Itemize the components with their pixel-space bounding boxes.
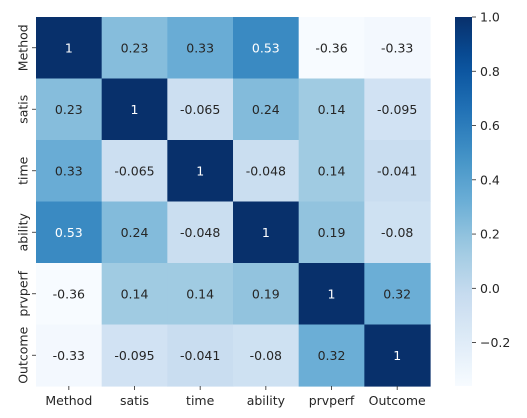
cell-annotation: -0.08 xyxy=(381,225,413,240)
cell-annotation: 0.14 xyxy=(318,163,346,178)
colorbar-gradient xyxy=(455,17,472,386)
cell-annotation: 1 xyxy=(196,163,204,178)
cell-annotation: 0.14 xyxy=(318,102,346,117)
cell-annotation: 0.14 xyxy=(186,286,214,301)
colorbar-tick-label: 0.8 xyxy=(480,64,500,79)
cell-annotation: 1 xyxy=(65,40,73,55)
x-tick-label: Method xyxy=(45,393,92,408)
colorbar-tick-label: 1.0 xyxy=(480,10,500,25)
cell-annotation: 0.23 xyxy=(55,102,83,117)
cell-annotation: 1 xyxy=(131,102,139,117)
cell-annotation: 0.24 xyxy=(121,225,149,240)
cell-annotation: 0.24 xyxy=(252,102,280,117)
y-tick-label: time xyxy=(16,156,31,185)
cell-annotation: -0.065 xyxy=(114,163,154,178)
cell-annotation: -0.36 xyxy=(53,286,85,301)
cell-annotation: -0.065 xyxy=(180,102,220,117)
cell-annotation: 0.53 xyxy=(252,40,280,55)
x-tick-label: prvperf xyxy=(309,393,355,408)
cell-annotation: 0.33 xyxy=(186,40,214,55)
cell-annotation: 0.32 xyxy=(383,286,411,301)
y-tick-label: Outcome xyxy=(16,326,31,383)
cell-annotation: -0.08 xyxy=(250,348,282,363)
y-tick-label: ability xyxy=(16,212,31,251)
x-tick-label: satis xyxy=(120,393,149,408)
colorbar: −0.2 0.0 0.2 0.4 0.6 0.8 1.0 xyxy=(455,10,510,387)
y-tick-label: prvperf xyxy=(16,270,31,316)
cell-annotation: 0.23 xyxy=(121,40,149,55)
cell-annotation: 1 xyxy=(393,348,401,363)
x-tick-label: ability xyxy=(247,393,286,408)
cell-annotation: -0.095 xyxy=(114,348,154,363)
cell-annotation: 0.53 xyxy=(55,225,83,240)
x-tick-label: Outcome xyxy=(369,393,426,408)
colorbar-tick-label: 0.4 xyxy=(480,172,500,187)
cell-annotation: -0.041 xyxy=(180,348,220,363)
colorbar-tick-label: 0.2 xyxy=(480,227,500,242)
y-axis-ticks: Method satis time ability prvperf Outcome xyxy=(16,24,37,383)
cell-annotation: -0.33 xyxy=(53,348,85,363)
cell-annotation: -0.041 xyxy=(377,163,417,178)
x-tick-label: time xyxy=(186,393,215,408)
cell-annotation: 1 xyxy=(262,225,270,240)
cell-annotation: 0.19 xyxy=(318,225,346,240)
cell-annotation: 0.14 xyxy=(121,286,149,301)
cell-annotation: 0.32 xyxy=(318,348,346,363)
colorbar-tick-label: −0.2 xyxy=(480,335,510,350)
cell-annotation: -0.048 xyxy=(246,163,286,178)
cell-annotation: -0.36 xyxy=(315,40,347,55)
colorbar-tick-label: 0.6 xyxy=(480,118,500,133)
x-axis-ticks: Method satis time ability prvperf Outcome xyxy=(45,386,426,408)
cell-annotation: 1 xyxy=(328,286,336,301)
cell-annotation: 0.19 xyxy=(252,286,280,301)
cell-annotation: 0.33 xyxy=(55,163,83,178)
cell-annotation: -0.095 xyxy=(377,102,417,117)
colorbar-tick-label: 0.0 xyxy=(480,281,500,296)
cell-annotation: -0.048 xyxy=(180,225,220,240)
cell-annotation: -0.33 xyxy=(381,40,413,55)
y-tick-label: Method xyxy=(16,24,31,71)
heatmap-cells xyxy=(36,17,431,387)
y-tick-label: satis xyxy=(16,95,31,124)
